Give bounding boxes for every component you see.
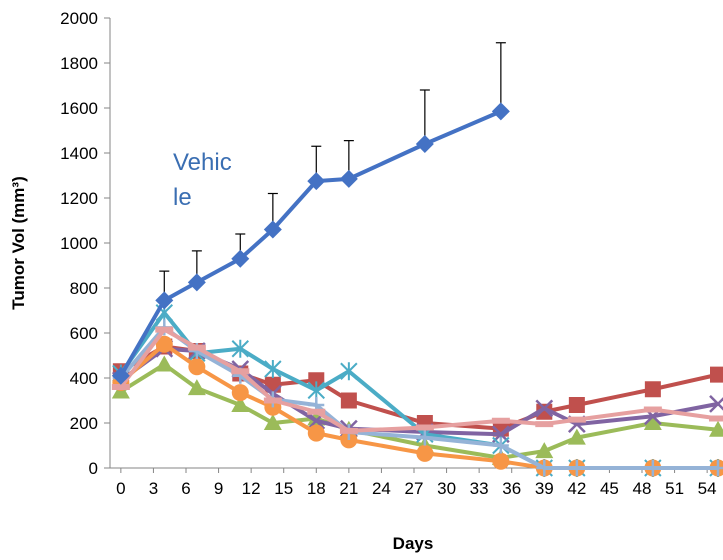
star-marker xyxy=(307,381,325,400)
x-tick-label: 54 xyxy=(698,479,717,498)
y-tick-label: 1600 xyxy=(60,99,98,118)
x-tick-label: 27 xyxy=(405,479,424,498)
dash-marker xyxy=(263,397,282,404)
square-marker xyxy=(710,366,723,383)
plus-marker xyxy=(492,437,509,454)
diamond-marker xyxy=(339,169,358,188)
dash-marker xyxy=(155,326,174,333)
x-tick-label: 42 xyxy=(567,479,586,498)
plus-marker xyxy=(710,460,723,476)
triangle-marker xyxy=(263,414,282,430)
diamond-marker xyxy=(155,291,174,310)
x-tick-label: 9 xyxy=(214,479,223,498)
x-tick-label: 39 xyxy=(535,479,554,498)
series-8 xyxy=(111,326,723,434)
plus-marker xyxy=(644,460,661,476)
x-tick-label: 18 xyxy=(307,479,326,498)
x-marker xyxy=(535,399,554,418)
diamond-marker xyxy=(307,172,326,191)
square-marker xyxy=(568,397,585,413)
circle-marker xyxy=(231,384,249,402)
dash-marker xyxy=(231,368,250,375)
star-marker xyxy=(231,339,249,358)
y-tick-label: 1400 xyxy=(60,144,98,163)
diamond-marker xyxy=(491,102,510,121)
square-marker xyxy=(340,392,357,409)
annotation-vehicle-line2: le xyxy=(173,184,192,211)
dash-marker xyxy=(415,424,434,431)
y-tick-label: 200 xyxy=(70,414,98,433)
dash-marker xyxy=(307,408,326,415)
x-tick-label: 21 xyxy=(339,479,358,498)
square-marker xyxy=(644,381,661,398)
y-tick-label: 800 xyxy=(70,279,98,298)
y-axis-title: Tumor Vol (mm³) xyxy=(9,176,28,309)
triangle-marker xyxy=(567,428,586,445)
dash-marker xyxy=(187,344,206,351)
y-tick-label: 0 xyxy=(89,459,98,478)
y-tick-label: 2000 xyxy=(60,9,98,28)
diamond-marker xyxy=(111,366,130,385)
x-tick-label: 15 xyxy=(274,479,293,498)
x-marker-stroke xyxy=(535,399,554,418)
y-tick-label: 1000 xyxy=(60,234,98,253)
circle-marker xyxy=(155,335,173,353)
triangle-marker xyxy=(709,420,723,437)
x-tick-label: 36 xyxy=(502,479,521,498)
series-1 xyxy=(111,42,510,385)
x-tick-label: 6 xyxy=(181,479,190,498)
dash-marker xyxy=(643,406,662,413)
diamond-marker xyxy=(187,273,206,292)
y-tick-label: 400 xyxy=(70,369,98,388)
x-tick-label: 3 xyxy=(149,479,158,498)
x-tick-label: 33 xyxy=(470,479,489,498)
triangle-marker xyxy=(187,379,206,396)
annotation-vehicle-line1: Vehic xyxy=(173,149,232,176)
triangle-marker xyxy=(155,355,174,372)
x-marker-stroke xyxy=(709,397,723,413)
x-marker xyxy=(709,394,723,413)
circle-marker xyxy=(416,444,434,462)
star-marker xyxy=(264,360,282,378)
y-tick-label: 1200 xyxy=(60,189,98,208)
dash-marker xyxy=(709,415,723,422)
triangle-marker xyxy=(535,442,554,459)
dash-marker xyxy=(535,421,554,428)
square-marker xyxy=(308,372,325,389)
x-tick-label: 30 xyxy=(437,479,456,498)
dash-marker xyxy=(339,427,358,434)
dash-marker xyxy=(567,416,586,423)
triangle-marker xyxy=(643,414,662,430)
x-tick-label: 48 xyxy=(633,479,652,498)
plot-area xyxy=(111,42,723,477)
x-axis-title: Days xyxy=(393,534,434,553)
diamond-marker xyxy=(231,249,250,268)
star-marker xyxy=(340,362,358,381)
series-6 xyxy=(112,335,723,477)
circle-marker xyxy=(492,452,510,470)
circle-marker xyxy=(188,358,206,376)
plus-marker xyxy=(568,460,585,476)
dash-marker xyxy=(111,384,130,390)
circle-marker xyxy=(307,424,325,442)
triangle-marker xyxy=(231,396,250,412)
dash-marker xyxy=(491,417,510,424)
x-tick-label: 0 xyxy=(116,479,125,498)
square-marker xyxy=(536,403,553,420)
x-tick-label: 45 xyxy=(600,479,619,498)
diamond-marker xyxy=(415,135,434,153)
y-tick-label: 1800 xyxy=(60,54,98,73)
diamond-marker xyxy=(263,220,282,239)
y-tick-label: 600 xyxy=(70,324,98,343)
x-tick-label: 12 xyxy=(242,479,261,498)
plus-marker xyxy=(416,429,433,446)
x-tick-label: 51 xyxy=(665,479,684,498)
plus-marker xyxy=(536,460,553,476)
x-tick-label: 24 xyxy=(372,479,391,498)
